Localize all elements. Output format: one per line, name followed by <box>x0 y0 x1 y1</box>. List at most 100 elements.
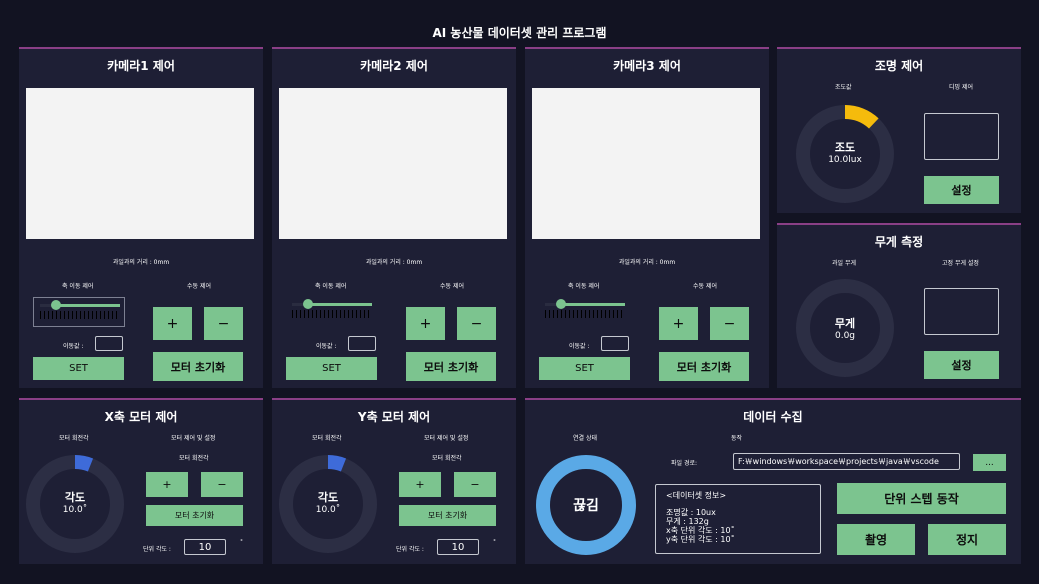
y-plus-button[interactable]: + <box>399 472 441 497</box>
set-button[interactable]: SET <box>33 357 124 380</box>
weight-gauge-readout: 무게 0.0g <box>795 315 895 341</box>
slider-fill <box>561 303 625 306</box>
manual-minus-button[interactable]: − <box>204 307 243 340</box>
fruit-distance: 과일과의 거리 : 0mm <box>112 259 170 266</box>
browse-button[interactable]: ... <box>973 454 1006 471</box>
manual-control-caption: 수동 제어 <box>693 283 717 290</box>
y-gauge-readout: 각도 10.0˚ <box>278 489 378 515</box>
manual-minus-button[interactable]: − <box>710 307 749 340</box>
dataset-info-box: <데이터셋 정보> 조명값 : 10ux 무게 : 132g x축 단위 각도 … <box>655 484 821 554</box>
data-collect-title: 데이터 수집 <box>743 410 803 424</box>
fruit-distance: 과일과의 거리 : 0mm <box>365 259 423 266</box>
lighting-gauge-arc <box>796 105 894 203</box>
app-title: AI 농산물 데이터셋 관리 프로그램 <box>432 26 607 40</box>
camera-view <box>26 88 254 239</box>
y-minus-button[interactable]: − <box>454 472 496 497</box>
y-motor-panel: Y축 모터 제어 모터 회전각 모터 제어 및 설정 모터 회전각 각도 10.… <box>272 398 516 564</box>
slider-fill <box>308 303 372 306</box>
slider-thumb[interactable] <box>51 300 61 310</box>
x-unit-input[interactable]: 10 <box>184 539 226 555</box>
dataset-info-line: 조명값 : 10ux <box>666 508 716 517</box>
dimming-input[interactable] <box>924 113 999 160</box>
x-gauge-title: 각도 <box>64 491 86 504</box>
data-collect-panel: 데이터 수집 연결 상태 동작 끊김 파일 경로: F:￦windows￦wor… <box>525 398 1021 564</box>
x-plus-button[interactable]: + <box>146 472 188 497</box>
move-value-input[interactable] <box>601 336 629 351</box>
y-control-caption: 모터 제어 및 설정 <box>424 435 469 442</box>
axis-slider[interactable] <box>539 297 631 327</box>
y-rotation-caption: 모터 회전각 <box>432 455 462 462</box>
camera-title: 카메라2 제어 <box>360 59 428 73</box>
capture-button[interactable]: 촬영 <box>837 524 915 555</box>
lighting-panel: 조명 제어 조도값 디밍 제어 조도 10.0lux 설정 <box>777 47 1021 213</box>
camera-title: 카메라3 제어 <box>613 59 681 73</box>
set-button[interactable]: SET <box>286 357 377 380</box>
move-value-input[interactable] <box>348 336 376 351</box>
set-button[interactable]: SET <box>539 357 630 380</box>
weight-set-button[interactable]: 설정 <box>924 351 999 379</box>
action-caption: 동작 <box>731 435 743 442</box>
lighting-gauge <box>796 105 894 203</box>
dimming-caption: 디밍 제어 <box>949 84 973 91</box>
connection-status: 끊김 <box>573 498 599 514</box>
file-path-input[interactable]: F:￦windows￦workspace￦projects￦java￦vscod… <box>733 453 960 470</box>
x-minus-button[interactable]: − <box>201 472 243 497</box>
x-angle-gauge-arc <box>26 455 124 553</box>
motor-reset-button[interactable]: 모터 초기화 <box>406 352 496 381</box>
dataset-info-line: x축 단위 각도 : 10˚ <box>666 526 735 535</box>
motor-reset-button[interactable]: 모터 초기화 <box>153 352 243 381</box>
x-gauge-readout: 각도 10.0˚ <box>25 489 125 515</box>
axis-move-caption: 축 이동 제어 <box>315 283 347 290</box>
y-angle-gauge-arc <box>279 455 377 553</box>
weight-title: 무게 측정 <box>874 235 924 249</box>
motor-reset-button[interactable]: 모터 초기화 <box>659 352 749 381</box>
weight-gauge <box>796 279 894 377</box>
manual-minus-button[interactable]: − <box>457 307 496 340</box>
fruit-distance: 과일과의 거리 : 0mm <box>618 259 676 266</box>
weight-gauge-caption: 과일 무게 <box>832 260 856 267</box>
fixed-weight-caption: 고정 무게 설정 <box>942 260 979 267</box>
y-gauge-value: 10.0˚ <box>315 505 341 515</box>
manual-control-caption: 수동 제어 <box>187 283 211 290</box>
manual-plus-button[interactable]: + <box>153 307 192 340</box>
y-motor-title: Y축 모터 제어 <box>357 410 431 424</box>
lighting-title: 조명 제어 <box>874 59 924 73</box>
y-unit-input[interactable]: 10 <box>437 539 479 555</box>
weight-gauge-title: 무게 <box>834 317 856 330</box>
camera1-panel: 카메라1 제어 과일과의 거리 : 0mm 축 이동 제어 수동 제어 이동값 : SET… <box>19 47 263 388</box>
y-unit-label: 단위 각도 : <box>396 546 424 553</box>
axis-move-caption: 축 이동 제어 <box>62 283 94 290</box>
slider-fill <box>56 304 120 307</box>
move-value-label: 이동값 : <box>569 343 590 350</box>
camera-view <box>279 88 507 239</box>
slider-thumb[interactable] <box>556 299 566 309</box>
lighting-gauge-caption: 조도값 <box>835 84 852 91</box>
dataset-info-line: y축 단위 각도 : 10˚ <box>666 535 735 544</box>
move-value-label: 이동값 : <box>63 343 84 350</box>
x-control-caption: 모터 제어 및 설정 <box>171 435 216 442</box>
x-gauge-value: 10.0˚ <box>62 505 88 515</box>
y-unit-degree: ˚ <box>493 540 496 547</box>
lighting-set-button[interactable]: 설정 <box>924 176 999 204</box>
stop-button[interactable]: 정지 <box>928 524 1006 555</box>
axis-slider[interactable] <box>33 297 125 327</box>
dataset-info-line: 무게 : 132g <box>666 517 709 526</box>
dataset-info-title: <데이터셋 정보> <box>666 491 727 500</box>
slider-ticks <box>292 310 372 318</box>
x-motor-panel: X축 모터 제어 모터 회전각 모터 제어 및 설정 모터 회전각 각도 10.… <box>19 398 263 564</box>
x-angle-caption: 모터 회전각 <box>59 435 89 442</box>
y-motor-reset-button[interactable]: 모터 초기화 <box>399 505 496 526</box>
manual-plus-button[interactable]: + <box>659 307 698 340</box>
y-angle-caption: 모터 회전각 <box>312 435 342 442</box>
manual-plus-button[interactable]: + <box>406 307 445 340</box>
x-angle-gauge <box>26 455 124 553</box>
move-value-input[interactable] <box>95 336 123 351</box>
slider-thumb[interactable] <box>303 299 313 309</box>
weight-gauge-value: 0.0g <box>834 331 856 341</box>
connection-ring <box>536 455 636 555</box>
fixed-weight-input[interactable] <box>924 288 999 335</box>
axis-slider[interactable] <box>286 297 378 327</box>
step-action-button[interactable]: 단위 스텝 동작 <box>837 483 1006 514</box>
x-motor-reset-button[interactable]: 모터 초기화 <box>146 505 243 526</box>
move-value-label: 이동값 : <box>316 343 337 350</box>
